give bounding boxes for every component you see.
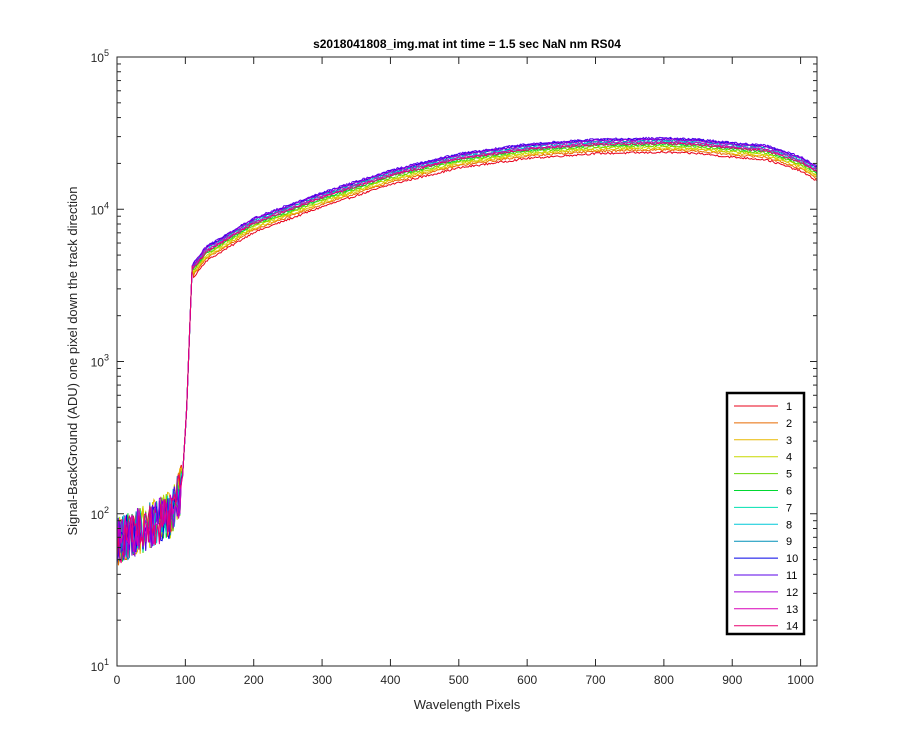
legend-label: 12 xyxy=(786,587,798,599)
legend-label: 6 xyxy=(786,486,792,498)
series-line-13 xyxy=(117,140,817,559)
legend-label: 4 xyxy=(786,452,792,464)
x-tick-label: 0 xyxy=(114,673,121,687)
x-tick-label: 1000 xyxy=(787,673,814,687)
x-tick-label: 800 xyxy=(654,673,674,687)
x-tick-label: 400 xyxy=(380,673,400,687)
y-tick-label: 103 xyxy=(91,353,109,370)
x-tick-label: 700 xyxy=(586,673,606,687)
legend-label: 8 xyxy=(786,519,792,531)
x-tick-label: 600 xyxy=(517,673,537,687)
legend-box xyxy=(725,391,806,636)
plot-area xyxy=(117,57,817,666)
legend-label: 3 xyxy=(786,435,792,447)
x-tick-label: 100 xyxy=(175,673,195,687)
x-tick-label: 500 xyxy=(449,673,469,687)
legend-label: 13 xyxy=(786,604,798,616)
y-tick-label: 105 xyxy=(91,48,109,65)
legend-label: 10 xyxy=(786,553,798,565)
series-line-14 xyxy=(117,141,817,564)
legend-label: 5 xyxy=(786,469,792,481)
legend-label: 1 xyxy=(786,401,792,413)
series-line-6 xyxy=(117,142,817,562)
legend-label: 2 xyxy=(786,418,792,430)
series-lines xyxy=(117,136,817,566)
y-tick-label: 102 xyxy=(91,505,109,522)
y-tick-label: 101 xyxy=(91,657,109,674)
legend-label: 14 xyxy=(786,621,798,633)
x-axis-label: Wavelength Pixels xyxy=(414,697,521,712)
series-line-3 xyxy=(117,147,817,559)
x-tick-label: 200 xyxy=(244,673,264,687)
series-line-1 xyxy=(117,150,817,556)
series-line-2 xyxy=(117,148,817,566)
series-line-5 xyxy=(117,143,817,555)
y-axis-label: Signal-BackGround (ADU) one pixel down t… xyxy=(65,186,80,535)
chart-title: s2018041808_img.mat int time = 1.5 sec N… xyxy=(313,37,621,51)
legend-label: 11 xyxy=(786,570,797,582)
legend-label: 9 xyxy=(786,536,792,548)
series-line-12 xyxy=(117,137,817,561)
legend-label: 7 xyxy=(786,502,792,514)
x-axis: 0 100 200 300 400 500 600 700 800 900 1000 xyxy=(114,57,814,687)
x-tick-label: 300 xyxy=(312,673,332,687)
x-tick-label: 900 xyxy=(722,673,742,687)
y-tick-label: 104 xyxy=(91,200,109,217)
